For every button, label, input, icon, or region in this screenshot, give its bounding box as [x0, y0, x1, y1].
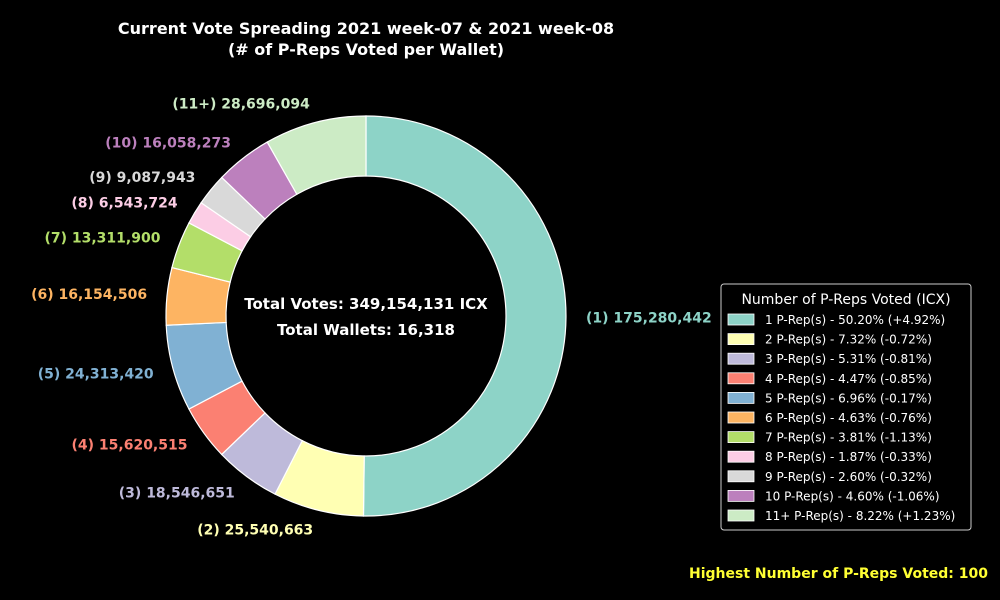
legend-swatch-8 — [727, 450, 755, 463]
legend-title: Number of P-Reps Voted (ICX) — [741, 292, 950, 308]
legend-label-11: 11+ P-Rep(s) - 8.22% (+1.23%) — [765, 509, 955, 523]
legend-label-1: 1 P-Rep(s) - 50.20% (+4.92%) — [765, 313, 945, 327]
legend-label-2: 2 P-Rep(s) - 7.32% (-0.72%) — [765, 333, 932, 347]
legend-label-3: 3 P-Rep(s) - 5.31% (-0.81%) — [765, 352, 932, 366]
legend-label-10: 10 P-Rep(s) - 4.60% (-1.06%) — [765, 489, 940, 503]
legend-swatch-3 — [727, 352, 755, 365]
footnote-highest-preps: Highest Number of P-Reps Voted: 100 — [689, 566, 988, 582]
slice-label-4: (4) 15,620,515 — [72, 438, 188, 454]
legend-swatch-5 — [727, 391, 755, 404]
legend-label-9: 9 P-Rep(s) - 2.60% (-0.32%) — [765, 470, 932, 484]
slice-label-8: (8) 6,543,724 — [71, 195, 177, 211]
slice-label-10: (10) 16,058,273 — [105, 135, 231, 151]
slice-label-2: (2) 25,540,663 — [197, 523, 313, 539]
legend-box — [720, 283, 972, 531]
legend-label-8: 8 P-Rep(s) - 1.87% (-0.33%) — [765, 450, 932, 464]
legend-label-6: 6 P-Rep(s) - 4.63% (-0.76%) — [765, 411, 932, 425]
legend-swatch-1 — [727, 313, 755, 326]
legend-swatch-11 — [727, 509, 755, 522]
slice-label-11: (11+) 28,696,094 — [172, 96, 310, 112]
total-votes-text: Total Votes: 349,154,131 ICX — [244, 295, 488, 313]
legend-swatch-4 — [727, 372, 755, 385]
legend-label-5: 5 P-Rep(s) - 6.96% (-0.17%) — [765, 391, 932, 405]
donut-slices — [165, 115, 567, 517]
slice-label-6: (6) 16,154,506 — [31, 287, 147, 303]
slice-11 — [266, 115, 367, 196]
slice-label-3: (3) 18,546,651 — [119, 486, 235, 502]
legend-swatch-6 — [727, 411, 755, 424]
slice-label-5: (5) 24,313,420 — [38, 367, 154, 383]
legend-swatch-2 — [727, 333, 755, 346]
total-wallets-text: Total Wallets: 16,318 — [277, 321, 455, 339]
legend-swatch-10 — [727, 489, 755, 502]
slice-1 — [362, 115, 567, 517]
slice-label-7: (7) 13,311,900 — [44, 231, 160, 247]
legend-label-4: 4 P-Rep(s) - 4.47% (-0.85%) — [765, 372, 932, 386]
legend-swatch-7 — [727, 431, 755, 444]
legend-swatch-9 — [727, 470, 755, 483]
slice-label-1: (1) 175,280,442 — [586, 310, 712, 326]
slice-label-9: (9) 9,087,943 — [89, 170, 195, 186]
chart-title-line-1: Current Vote Spreading 2021 week-07 & 20… — [118, 19, 614, 38]
legend-label-7: 7 P-Rep(s) - 3.81% (-1.13%) — [765, 431, 932, 445]
slice-labels: (1) 175,280,442 (2) 25,540,663 (3) 18,546,… — [31, 96, 712, 538]
chart-title-line-2: (# of P-Reps Voted per Wallet) — [228, 40, 504, 59]
legend: Number of P-Reps Voted (ICX) 1 P-Rep(s) … — [720, 283, 972, 531]
